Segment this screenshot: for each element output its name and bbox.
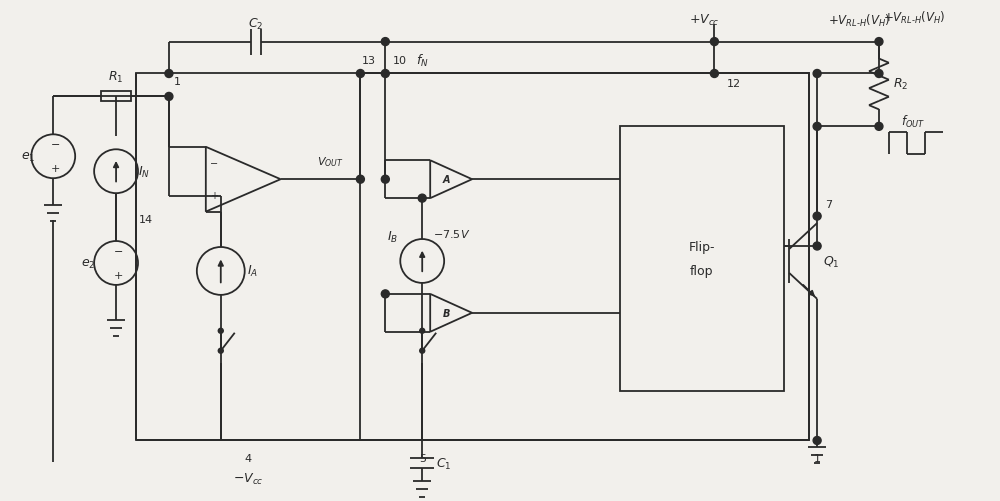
Circle shape <box>875 39 883 47</box>
Circle shape <box>710 39 718 47</box>
Circle shape <box>165 93 173 101</box>
Circle shape <box>218 329 223 334</box>
Text: A: A <box>442 175 450 185</box>
Circle shape <box>356 70 364 78</box>
Text: $f_N$: $f_N$ <box>416 53 429 69</box>
Bar <box>360 74 809 440</box>
Text: $R_2$: $R_2$ <box>893 77 909 92</box>
Text: Flip-: Flip- <box>689 240 715 254</box>
Text: $+V_{RL\text{-}H}(V_H)$: $+V_{RL\text{-}H}(V_H)$ <box>828 13 890 29</box>
Text: $f_{OUT}$: $f_{OUT}$ <box>901 114 925 130</box>
Text: $e_1$: $e_1$ <box>21 150 36 163</box>
Text: $+V_{cc}$: $+V_{cc}$ <box>689 13 720 28</box>
Text: +: + <box>210 191 218 201</box>
Circle shape <box>875 123 883 131</box>
Text: 12: 12 <box>727 79 741 89</box>
Circle shape <box>356 176 364 184</box>
Circle shape <box>710 70 718 78</box>
Text: $R_1$: $R_1$ <box>108 70 124 85</box>
Text: B: B <box>442 308 450 318</box>
Text: flop: flop <box>690 265 714 278</box>
Text: +: + <box>51 164 60 174</box>
Circle shape <box>813 213 821 220</box>
Text: $+V_{RL\text{-}H}(V_H)$: $+V_{RL\text{-}H}(V_H)$ <box>883 10 945 26</box>
Text: $-V_{cc}$: $-V_{cc}$ <box>233 471 263 486</box>
Circle shape <box>875 70 883 78</box>
Circle shape <box>813 123 821 131</box>
Text: $-7.5V$: $-7.5V$ <box>433 227 471 239</box>
Circle shape <box>381 70 389 78</box>
Circle shape <box>420 349 425 354</box>
Text: −: − <box>210 159 218 169</box>
Text: 1: 1 <box>173 77 180 87</box>
Circle shape <box>381 39 389 47</box>
Circle shape <box>813 242 821 250</box>
Text: $I_B$: $I_B$ <box>387 229 398 244</box>
Text: $I_N$: $I_N$ <box>138 164 150 179</box>
Circle shape <box>813 436 821 444</box>
Circle shape <box>418 195 426 203</box>
Text: +: + <box>113 271 123 281</box>
Bar <box>136 74 809 440</box>
Circle shape <box>165 70 173 78</box>
Text: 14: 14 <box>139 214 153 224</box>
Text: 10: 10 <box>393 56 407 66</box>
Bar <box>620 127 784 391</box>
Circle shape <box>813 70 821 78</box>
Text: −: − <box>51 140 60 150</box>
Circle shape <box>420 329 425 334</box>
Circle shape <box>381 176 389 184</box>
Circle shape <box>381 290 389 298</box>
Text: $I_A$: $I_A$ <box>247 264 258 279</box>
Text: 4: 4 <box>245 453 252 463</box>
Bar <box>101 92 131 102</box>
Circle shape <box>218 349 223 354</box>
Text: 7: 7 <box>826 200 833 210</box>
Text: 13: 13 <box>361 56 375 66</box>
Text: $C_1$: $C_1$ <box>436 456 452 471</box>
Text: $e_2$: $e_2$ <box>81 257 95 270</box>
Text: 1: 1 <box>814 453 821 463</box>
Text: $V_{OUT}$: $V_{OUT}$ <box>317 155 344 169</box>
Text: −: − <box>113 246 123 257</box>
Text: $C_2$: $C_2$ <box>248 17 263 32</box>
Text: $Q_1$: $Q_1$ <box>823 254 839 269</box>
Text: 5: 5 <box>419 453 426 463</box>
